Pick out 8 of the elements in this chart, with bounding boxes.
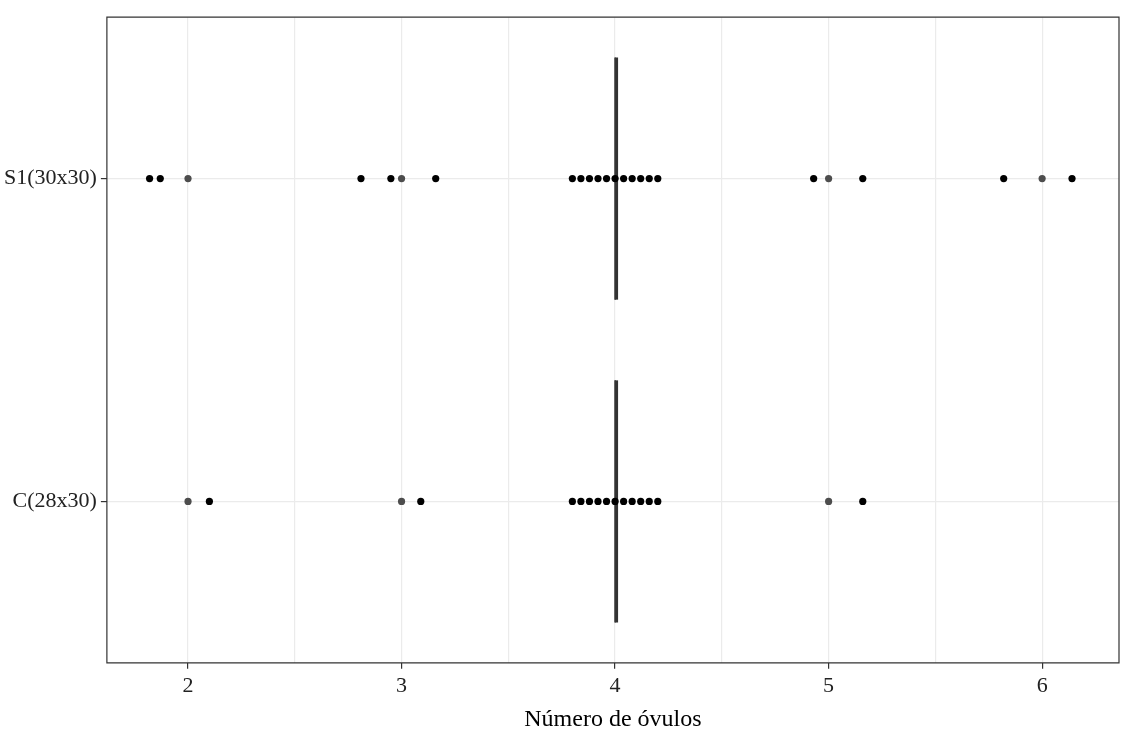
x-tick-label: 3 (396, 671, 408, 697)
x-tick-label: 2 (182, 671, 194, 697)
x-tick-label: 4 (609, 671, 621, 697)
x-axis-title: Número de óvulos (524, 704, 702, 731)
x-tick-label: 6 (1036, 671, 1048, 697)
y-tick-label: C(28x30) (12, 487, 97, 513)
y-tick-label: S1(30x30) (4, 164, 97, 190)
x-tick-label: 5 (823, 671, 835, 697)
